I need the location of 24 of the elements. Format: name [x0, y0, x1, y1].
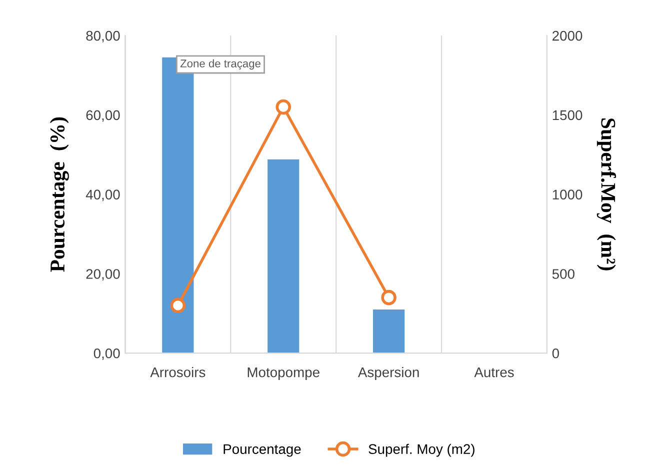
y-axis-title: Pourcentage (%) — [50, 117, 69, 272]
point — [276, 99, 292, 115]
y2-tick-label: 1500 — [552, 110, 582, 120]
y2-tick-label: 1000 — [552, 190, 582, 200]
y-tick-label: 0,00 — [94, 348, 120, 360]
y-tick-label: 60,00 — [86, 110, 120, 122]
y-tick-label: 80,00 — [86, 30, 120, 42]
point — [170, 298, 186, 314]
y2-tick-label: 0 — [552, 348, 560, 358]
y-tick-label: 40,00 — [86, 190, 120, 202]
x-tick-label: Motopompe — [248, 368, 320, 380]
legend-label: Superf. Moy (m2) — [368, 444, 474, 457]
annotation: Zone de traçage — [180, 59, 260, 70]
y-tick-label: 20,00 — [86, 269, 120, 281]
y2-tick-label: 2000 — [552, 30, 582, 41]
y2-tick-label: 500 — [552, 269, 574, 279]
y2-axis-title: Superf.Moy (m²) — [596, 118, 616, 270]
legend-label: Pourcentage — [224, 444, 301, 457]
x-tick-label: Aspersion — [358, 367, 419, 380]
point — [381, 290, 396, 306]
x-tick-label: Arrosoirs — [150, 367, 206, 378]
x-tick-label: Autres — [474, 368, 514, 378]
bar — [372, 309, 405, 354]
bar — [268, 159, 300, 354]
